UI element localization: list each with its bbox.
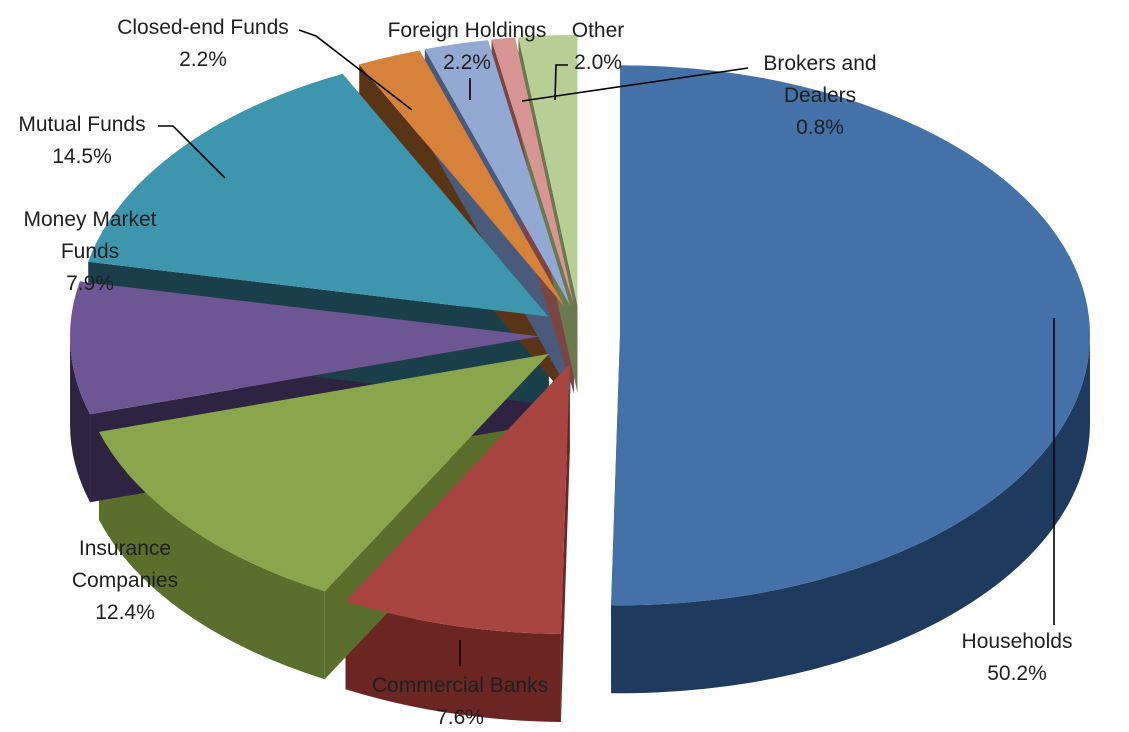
slice-label-commercial-banks-pct: 7.6% (436, 706, 484, 729)
slice-label-insurance-companies-line1: Insurance (79, 537, 171, 560)
slice-label-insurance-companies-pct: 12.4% (95, 601, 155, 624)
slice-label-brokers-and-dealers-line2: Dealers (784, 84, 856, 107)
slice-label-households-pct: 50.2% (987, 662, 1047, 685)
slice-label-foreign-holdings-pct: 2.2% (443, 51, 491, 74)
slice-label-money-market-funds-line2: Funds (61, 240, 119, 263)
slice-label-mutual-funds-pct: 14.5% (52, 145, 112, 168)
slice-side-money-market-funds (70, 336, 91, 503)
slice-label-households-line1: Households (962, 630, 1073, 653)
slice-commercial-banks (345, 364, 570, 634)
slice-label-foreign-holdings-line1: Foreign Holdings (388, 19, 547, 42)
slice-label-other-line1: Other (572, 19, 625, 42)
slice-side-households (611, 335, 1090, 694)
leader-line-closed-end-funds (298, 29, 413, 111)
slice-label-commercial-banks-line1: Commercial Banks (372, 674, 548, 697)
slice-label-closed-end-funds-line1: Closed-end Funds (117, 16, 289, 39)
slice-insurance-companies (98, 353, 549, 592)
leader-lines (158, 29, 1055, 666)
slice-money-market-funds (70, 281, 541, 415)
slice-brokers-and-dealers (491, 37, 574, 306)
slice-side-insurance-companies (98, 431, 325, 680)
leader-line-mutual-funds (158, 125, 226, 179)
slice-label-other-pct: 2.0% (574, 51, 622, 74)
slice-labels: Households 50.2% Commercial Banks 7.6% Insur… (18, 16, 1072, 729)
slice-label-closed-end-funds-pct: 2.2% (179, 48, 227, 71)
leader-line-other (554, 64, 568, 101)
slice-label-insurance-companies-line2: Companies (72, 569, 178, 592)
slice-label-brokers-and-dealers-line1: Brokers and (763, 52, 876, 75)
slice-label-mutual-funds-line1: Mutual Funds (18, 113, 145, 136)
slice-foreign-holdings (424, 40, 571, 306)
slice-mutual-funds (88, 73, 549, 317)
slice-label-money-market-funds-line1: Money Market (23, 208, 156, 231)
slice-label-money-market-funds-pct: 7.9% (66, 272, 114, 295)
slice-households (611, 65, 1090, 606)
leader-line-brokers-and-dealers (521, 67, 749, 102)
slice-closed-end-funds (359, 50, 566, 308)
slice-label-brokers-and-dealers-pct: 0.8% (796, 116, 844, 139)
slice-other (518, 35, 578, 306)
pie-slices (70, 35, 1090, 722)
